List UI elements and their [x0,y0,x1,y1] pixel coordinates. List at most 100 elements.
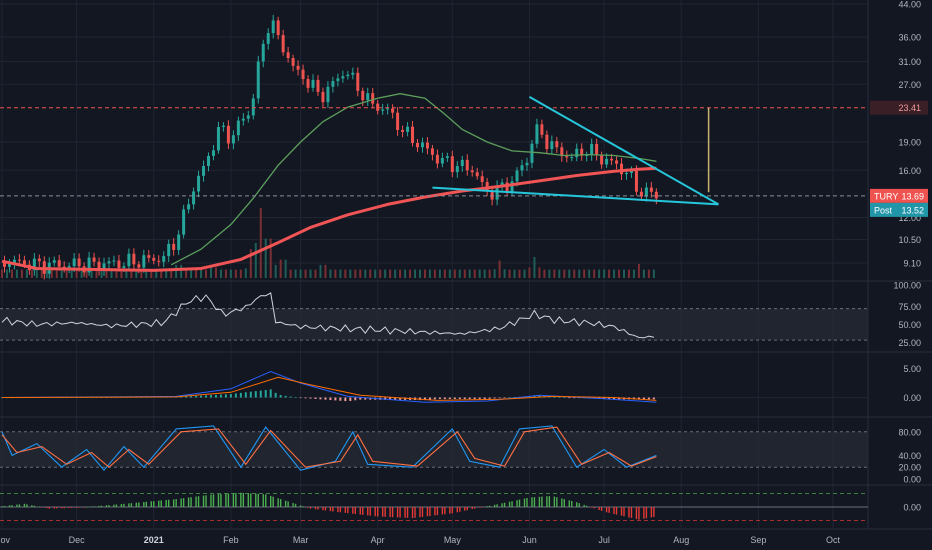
volume-bar [10,269,13,278]
macd-histogram-bar [453,397,456,400]
volume-bar [618,269,621,278]
oscillator-bar [486,506,488,507]
macd-histogram-bar [214,394,217,398]
volume-bar [389,269,392,278]
candle [465,159,469,171]
oscillator-bar [362,507,364,515]
stoch-tick-label: 40.00 [898,451,921,461]
candle [147,255,151,258]
oscillator-bar [265,494,267,507]
oscillator-bar [523,498,526,507]
oscillator-bar [381,507,384,517]
oscillator-bar [68,507,70,509]
volume-bar [145,269,148,278]
candle [296,65,300,70]
candle [142,255,146,268]
time-axis-label: Oct [826,535,841,545]
oscillator-bar [38,506,41,508]
candle [117,260,121,268]
volume-bar [603,269,606,278]
volume-bar [418,269,421,278]
macd-histogram-bar [463,397,466,400]
candle [236,120,240,136]
candle [67,266,71,268]
volume-bar [453,269,456,278]
candle [162,256,166,262]
oscillator-bar [235,493,237,507]
time-axis-label: Nov [0,535,10,545]
moving-average-slow [1,166,657,272]
oscillator-bar [471,507,473,510]
volume-bar [473,269,476,278]
oscillator-bar [33,505,36,507]
volume-bar [438,269,441,278]
oscillator-bar [225,493,227,507]
oscillator-bar [262,494,264,507]
volume-bar [374,269,377,278]
volume-bar [165,269,168,278]
oscillator-bar [180,498,182,507]
candle [167,243,171,257]
candle [216,127,220,151]
volume-bar [294,269,297,278]
candle [366,93,370,101]
oscillator-bar [61,507,63,509]
trendline-upper[interactable] [528,96,720,206]
oscillator-bar [339,507,342,513]
candle [7,263,11,267]
macd-histogram-bar [334,397,337,401]
candle [555,141,559,148]
oscillator-bar [307,507,309,508]
candle [610,158,614,161]
volume-bar [423,269,426,278]
oscillator-bar [232,493,235,507]
candle [644,187,648,197]
volume-bar [548,269,551,278]
time-axis-label: Sep [750,535,766,545]
candle [17,259,21,261]
macd-histogram-bar [324,397,327,400]
candle [401,129,405,132]
oscillator-bar [153,501,155,507]
trendline-lower[interactable] [432,186,719,206]
candle [376,103,380,111]
volume-bar [304,269,307,278]
volume-bar [70,269,73,278]
candle [261,43,265,62]
candle [12,259,16,264]
oscillator-bar [332,507,334,512]
macd-histogram-bar [264,389,267,398]
candle [231,135,235,144]
rsi-tick-label: 25.00 [898,338,921,348]
oscillator-bar [16,504,18,507]
volume-bar [369,269,372,278]
macd-histogram-bar [279,395,282,398]
oscillator-bar [556,497,558,507]
oscillator-bar [426,507,429,517]
time-axis-label: Feb [223,535,239,545]
oscillator-bar [100,505,103,507]
macd-histogram-bar [384,397,387,400]
oscillator-bar [399,507,401,518]
price-tick-label: 12.00 [898,213,921,223]
ticker-label: TURY [874,191,898,201]
macd-histogram-bar [508,397,511,398]
candle [391,108,395,113]
candle [122,266,126,268]
candle [221,125,225,128]
macd-histogram-bar [548,396,551,398]
macd-histogram-bar [289,396,292,398]
macd-histogram-bar [329,397,332,401]
macd-histogram-bar [369,397,372,400]
volume-bar [100,269,103,278]
macd-histogram-bar [209,395,212,398]
oscillator-bar [120,504,123,507]
candle [246,115,250,119]
oscillator-bar [1,506,3,507]
oscillator-bar [78,507,80,508]
macd-histogram-bar [254,391,257,398]
volume-bar [1,269,3,278]
oscillator-bar [367,507,369,516]
oscillator-bar [220,493,222,507]
